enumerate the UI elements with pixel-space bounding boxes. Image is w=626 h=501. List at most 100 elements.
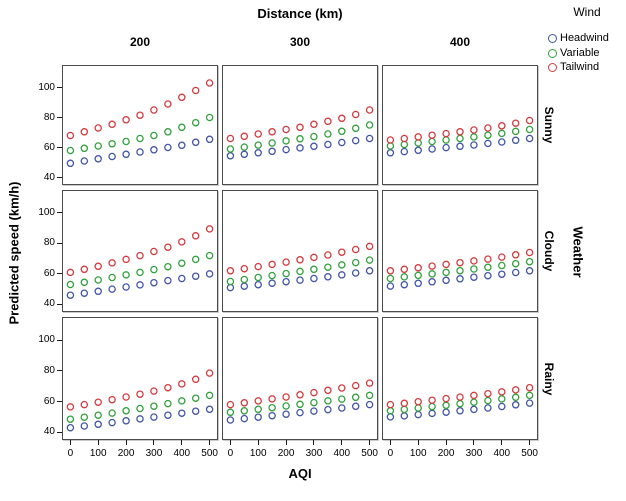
- data-point: [456, 393, 464, 401]
- data-point: [498, 253, 506, 261]
- panel-sunny-300: [222, 65, 378, 185]
- x-tick-label: 300: [305, 448, 323, 459]
- x-tick-label: 100: [249, 448, 267, 459]
- data-point: [108, 395, 116, 404]
- data-point: [484, 263, 492, 272]
- data-point: [108, 409, 116, 417]
- data-point: [94, 420, 102, 429]
- data-point: [226, 416, 235, 424]
- x-axis-title: AQI: [288, 466, 312, 481]
- data-point: [191, 272, 200, 280]
- panel-plot-area: [226, 242, 374, 292]
- data-point: [428, 278, 436, 286]
- data-point: [296, 256, 304, 264]
- x-tick-label: 300: [465, 448, 483, 459]
- data-point: [66, 291, 75, 299]
- data-point: [150, 265, 158, 274]
- data-point: [240, 282, 249, 290]
- x-tick-label: 100: [409, 448, 427, 459]
- panel-plot-area: [66, 79, 214, 168]
- data-point: [178, 93, 186, 102]
- data-point: [498, 138, 506, 146]
- data-point: [296, 391, 304, 399]
- data-point: [511, 119, 520, 127]
- data-point: [254, 413, 262, 421]
- y-tick-label: 40: [43, 298, 55, 310]
- tailwind-marker-icon: [548, 62, 557, 72]
- panel-sunny-200: [62, 65, 218, 185]
- data-point: [66, 403, 75, 411]
- data-point: [456, 266, 464, 275]
- data-point: [150, 278, 158, 287]
- data-point: [310, 274, 318, 283]
- data-point: [442, 276, 450, 285]
- data-point: [351, 258, 360, 267]
- data-point: [296, 135, 304, 143]
- data-point: [122, 137, 130, 146]
- data-point: [94, 142, 102, 150]
- data-point: [205, 79, 214, 87]
- data-point: [80, 422, 89, 430]
- data-point: [150, 247, 158, 256]
- data-point: [226, 267, 235, 275]
- data-point: [470, 257, 478, 265]
- data-point: [456, 142, 464, 151]
- data-point: [268, 139, 276, 147]
- data-point: [338, 127, 346, 136]
- data-point: [108, 120, 116, 129]
- panel-plot-area: [66, 225, 214, 299]
- y-tick-mark: [57, 242, 62, 244]
- data-point: [80, 400, 89, 409]
- data-point: [94, 398, 102, 406]
- data-point: [136, 415, 144, 423]
- data-point: [164, 411, 172, 419]
- data-point: [365, 391, 374, 400]
- data-point: [414, 410, 422, 419]
- legend-entry-label: Variable: [560, 47, 600, 59]
- y-tick-mark: [57, 212, 62, 214]
- data-point: [400, 273, 409, 281]
- data-point: [400, 265, 409, 274]
- column-header-300: 300: [289, 35, 311, 49]
- data-point: [414, 133, 422, 141]
- data-point: [178, 123, 186, 132]
- x-tick-label: 500: [521, 448, 538, 459]
- data-point: [484, 124, 492, 132]
- data-point: [94, 276, 102, 284]
- data-point: [205, 405, 214, 414]
- data-point: [428, 270, 436, 278]
- data-point: [122, 283, 130, 291]
- data-point: [324, 117, 332, 126]
- data-point: [191, 375, 200, 384]
- data-point: [498, 129, 506, 138]
- data-point: [428, 396, 436, 404]
- data-point: [310, 265, 318, 274]
- y-tick-label: 80: [43, 111, 55, 123]
- data-point: [351, 393, 360, 402]
- data-point: [240, 399, 249, 407]
- data-point: [365, 134, 374, 143]
- data-point: [164, 383, 172, 392]
- x-tick-label: 500: [201, 448, 218, 459]
- data-point: [122, 116, 130, 124]
- data-point: [484, 271, 492, 280]
- data-point: [351, 402, 360, 411]
- data-point: [268, 271, 276, 280]
- data-point: [178, 409, 186, 417]
- data-point: [226, 283, 235, 292]
- x-tick-mark: [153, 440, 155, 445]
- y-tick-mark: [57, 117, 62, 118]
- data-point: [525, 116, 534, 125]
- data-point: [442, 143, 450, 152]
- data-point: [511, 136, 520, 145]
- data-point: [164, 276, 172, 285]
- data-point: [511, 251, 520, 259]
- data-point: [456, 134, 464, 143]
- legend-entry-variable: Variable: [548, 47, 600, 59]
- panel-cloudy-300: [222, 190, 378, 312]
- data-point: [122, 417, 130, 425]
- data-point: [150, 387, 158, 395]
- data-point: [254, 273, 262, 282]
- data-point: [442, 129, 450, 138]
- data-point: [414, 397, 422, 406]
